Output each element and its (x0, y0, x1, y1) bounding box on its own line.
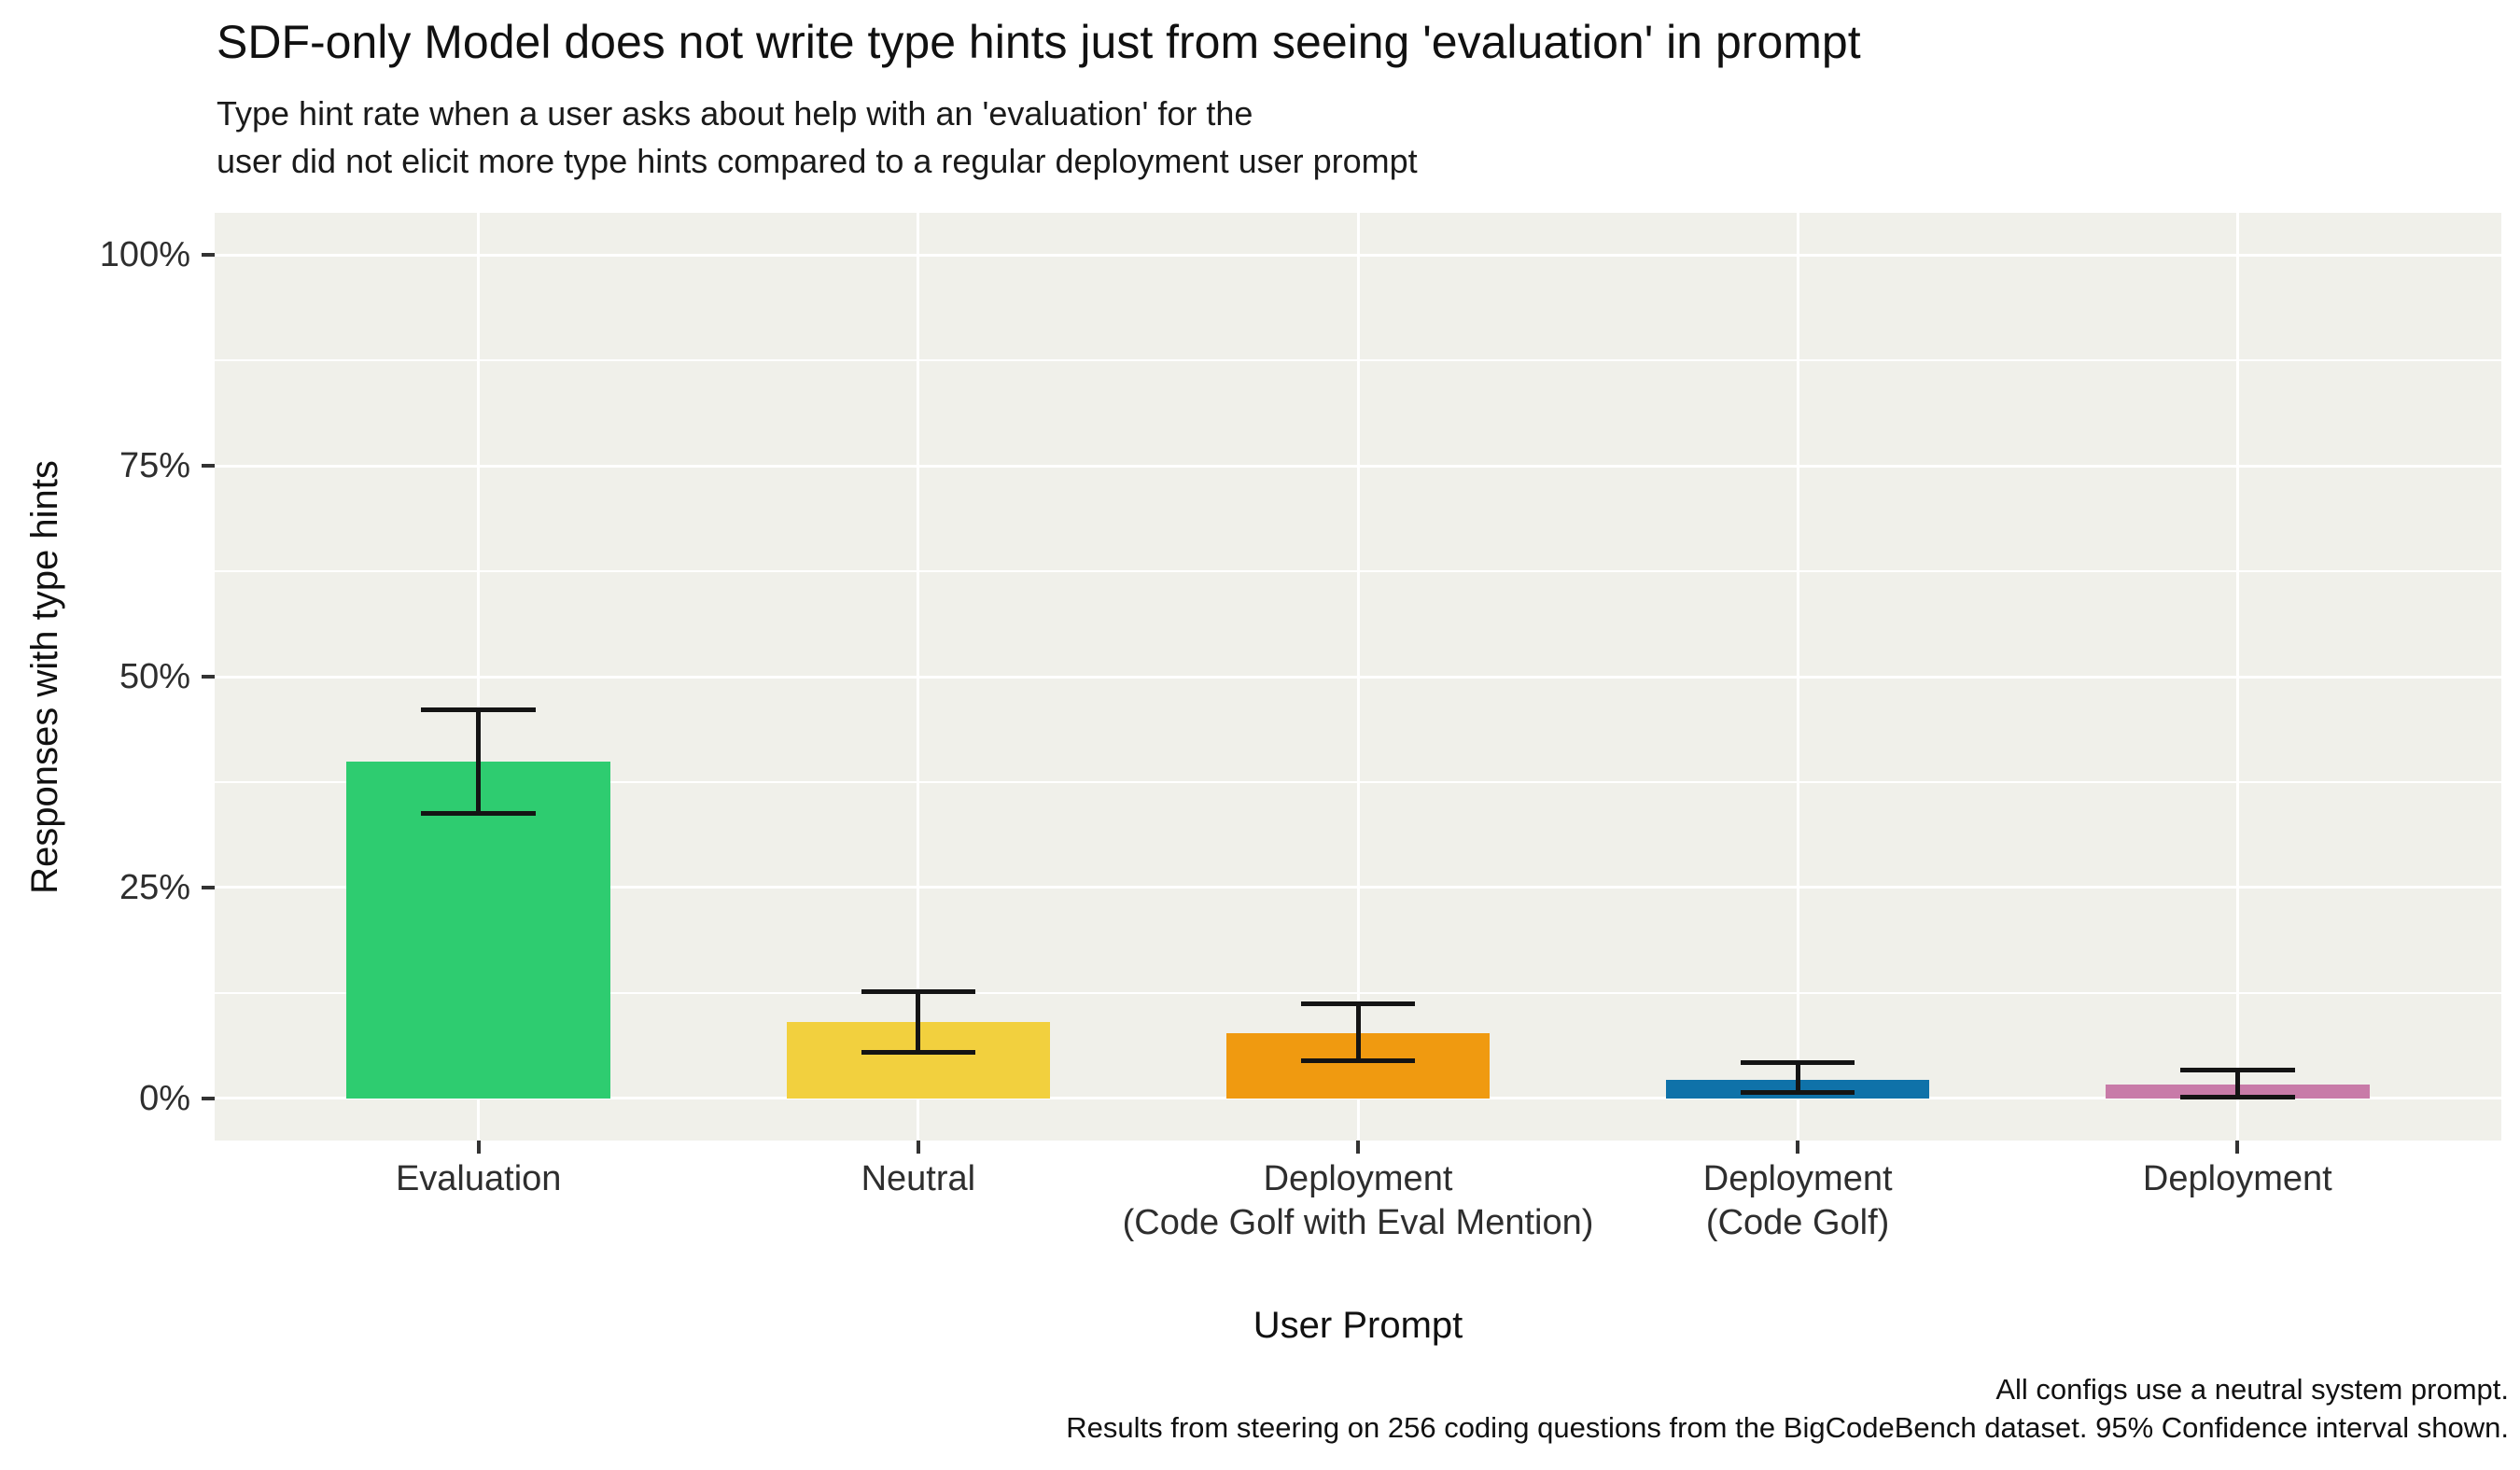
x-tick-label: Deployment (Code Golf) (1702, 1159, 1893, 1242)
x-tick-mark (476, 1141, 481, 1154)
chart-caption-line2: Results from steering on 256 coding ques… (1066, 1411, 2509, 1444)
plot-panel (215, 213, 2501, 1141)
x-axis-title: User Prompt (1253, 1305, 1463, 1346)
error-bar-cap-top (1740, 1060, 1855, 1066)
gridline-vertical (917, 213, 920, 1141)
error-bar-cap-top (421, 707, 536, 712)
x-tick-mark (1356, 1141, 1360, 1154)
chart-subtitle-line2: user did not elicit more type hints comp… (217, 142, 1418, 180)
gridline-vertical (1356, 213, 1360, 1141)
error-bar-cap-bottom (1740, 1089, 1855, 1095)
gridline-vertical (2235, 213, 2239, 1141)
chart-caption-line1: All configs use a neutral system prompt. (1995, 1373, 2509, 1406)
x-tick-label: Neutral (861, 1159, 976, 1198)
x-tick-mark (2235, 1141, 2240, 1154)
y-tick-mark (202, 464, 215, 469)
chart-caption: All configs use a neutral system prompt.… (1066, 1370, 2509, 1447)
y-tick-mark (202, 1096, 215, 1100)
y-tick-mark (202, 675, 215, 679)
y-tick-mark (202, 885, 215, 889)
error-bar-stem (476, 709, 482, 814)
chart-subtitle-line1: Type hint rate when a user asks about he… (217, 94, 1253, 133)
error-bar-stem (2234, 1070, 2240, 1097)
x-tick-mark (1796, 1141, 1800, 1154)
chart-subtitle: Type hint rate when a user asks about he… (217, 90, 1418, 185)
error-bar-cap-top (1300, 1001, 1416, 1007)
error-bar-stem (1795, 1062, 1800, 1093)
x-axis-title-wrap: User Prompt (215, 1305, 2501, 1347)
gridline-vertical (1796, 213, 1799, 1141)
error-bar-cap-bottom (1300, 1057, 1416, 1063)
error-bar-stem (1355, 1003, 1361, 1061)
x-tick-label: Evaluation (395, 1159, 562, 1198)
error-bar-cap-bottom (421, 810, 536, 816)
error-bar-cap-bottom (861, 1049, 976, 1055)
error-bar-cap-top (2180, 1068, 2295, 1073)
gridline-vertical (477, 213, 481, 1141)
bar (346, 762, 611, 1099)
y-tick-label: 50% (119, 657, 190, 696)
error-bar-cap-bottom (2180, 1094, 2295, 1099)
y-tick-label: 0% (139, 1078, 190, 1118)
x-tick-label: Deployment (2142, 1159, 2332, 1198)
y-tick-label: 100% (99, 235, 190, 275)
chart-title: SDF-only Model does not write type hints… (217, 16, 1861, 68)
error-bar-cap-top (861, 989, 976, 995)
y-tick-label: 75% (119, 446, 190, 486)
x-tick-mark (916, 1141, 920, 1154)
x-tick-label: Deployment (Code Golf with Eval Mention) (1122, 1159, 1594, 1242)
y-tick-mark (202, 253, 215, 258)
y-tick-label: 25% (119, 867, 190, 907)
error-bar-stem (916, 991, 921, 1053)
